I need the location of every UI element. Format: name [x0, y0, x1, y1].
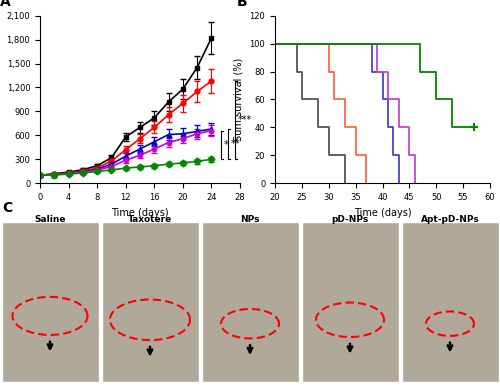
Text: NPs: NPs — [240, 215, 260, 223]
FancyBboxPatch shape — [102, 222, 198, 382]
Text: *: * — [224, 140, 228, 150]
Text: pD-NPs: pD-NPs — [332, 215, 368, 223]
FancyBboxPatch shape — [402, 222, 498, 382]
X-axis label: Time (days): Time (days) — [354, 207, 412, 218]
Text: Apt-pD-NPs: Apt-pD-NPs — [420, 215, 480, 223]
Text: **: ** — [231, 139, 240, 149]
Y-axis label: Tumor volume (mm³): Tumor volume (mm³) — [0, 48, 1, 151]
X-axis label: Time (days): Time (days) — [111, 207, 169, 218]
Text: ***: *** — [238, 115, 252, 125]
FancyBboxPatch shape — [302, 222, 398, 382]
Text: A: A — [0, 0, 10, 9]
Text: Saline: Saline — [34, 215, 66, 223]
Text: Taxotere: Taxotere — [128, 215, 172, 223]
Y-axis label: Sum survival (%): Sum survival (%) — [234, 58, 244, 141]
FancyBboxPatch shape — [202, 222, 298, 382]
Text: C: C — [2, 201, 13, 215]
FancyBboxPatch shape — [2, 222, 98, 382]
Text: B: B — [236, 0, 247, 9]
